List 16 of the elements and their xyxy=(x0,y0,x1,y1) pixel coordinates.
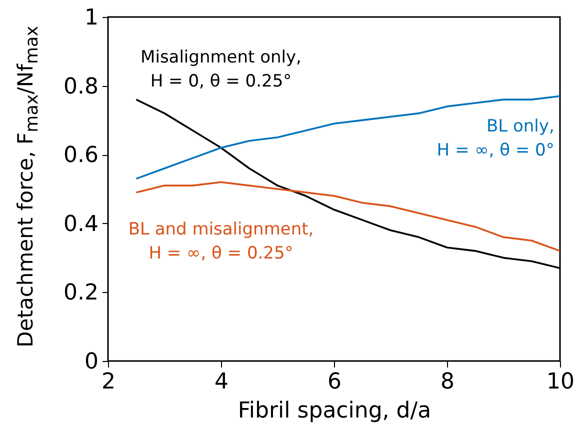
series-label: Misalignment only, H = 0, θ = 0.25° xyxy=(140,48,302,92)
x-tick-label: 4 xyxy=(214,370,228,394)
series-label: BL and misalignment, H = ∞, θ = 0.25° xyxy=(128,220,314,264)
x-tick-label: 2 xyxy=(102,370,116,394)
y-tick-label: 0 xyxy=(84,350,98,374)
line-series xyxy=(135,95,560,180)
x-axis-title: Fibril spacing, d/a xyxy=(238,398,432,424)
x-tick-label: 8 xyxy=(440,370,454,394)
x-tick-label: 6 xyxy=(328,370,342,394)
series-label: BL only, H = ∞, θ = 0° xyxy=(436,116,554,160)
y-tick-label: 0.6 xyxy=(64,143,98,168)
y-tick-label: 0.8 xyxy=(64,74,98,100)
y-tick-label: 1 xyxy=(84,6,98,30)
x-tick-label: 10 xyxy=(546,370,574,394)
y-tick-label: 0.2 xyxy=(64,280,98,306)
y-tick-label: 0.4 xyxy=(64,212,98,237)
